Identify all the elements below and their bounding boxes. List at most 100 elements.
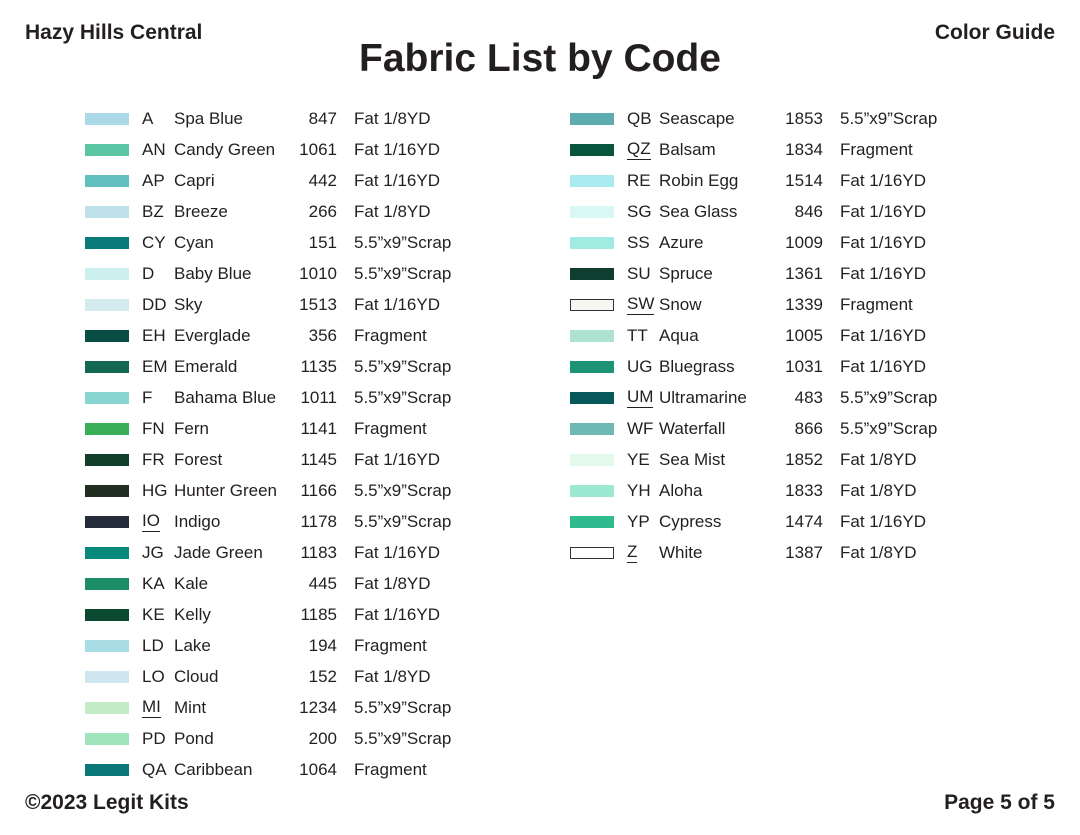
fabric-code: AN xyxy=(142,140,166,159)
fabric-size: 5.5”x9”Scrap xyxy=(354,264,452,283)
guide-label: Color Guide xyxy=(934,21,1055,44)
fabric-name: Seascape xyxy=(659,109,735,128)
fabric-code: EH xyxy=(142,326,166,345)
fabric-name: Jade Green xyxy=(174,543,263,562)
fabric-size: Fat 1/8YD xyxy=(840,450,917,469)
fabric-name: Sea Glass xyxy=(659,202,738,221)
fabric-size: 5.5”x9”Scrap xyxy=(354,233,452,252)
fabric-size: Fat 1/16YD xyxy=(840,512,926,531)
fabric-size: Fat 1/16YD xyxy=(840,171,926,190)
fabric-name: Emerald xyxy=(174,357,238,376)
fabric-name: Sea Mist xyxy=(659,450,726,469)
fabric-code: YE xyxy=(627,450,650,469)
fabric-number: 1061 xyxy=(299,140,337,159)
brand-name: Hazy Hills Central xyxy=(25,21,203,44)
fabric-number: 1339 xyxy=(785,295,823,314)
color-swatch xyxy=(85,237,129,249)
fabric-number: 356 xyxy=(308,326,337,345)
fabric-number: 194 xyxy=(308,636,337,655)
fabric-code: F xyxy=(142,388,153,407)
fabric-code: IO xyxy=(142,511,160,532)
fabric-number: 1853 xyxy=(785,109,823,128)
fabric-code: QA xyxy=(142,760,167,779)
fabric-number: 1009 xyxy=(785,233,823,252)
fabric-size: Fragment xyxy=(354,419,427,438)
fabric-code: YH xyxy=(627,481,651,500)
fabric-name: Bluegrass xyxy=(659,357,735,376)
fabric-name: Kale xyxy=(174,574,209,593)
color-swatch xyxy=(85,144,129,156)
fabric-name: Waterfall xyxy=(659,419,726,438)
fabric-code: PD xyxy=(142,729,166,748)
fabric-size: Fat 1/8YD xyxy=(354,574,431,593)
fabric-name: Fern xyxy=(174,419,209,438)
fabric-number: 483 xyxy=(794,388,823,407)
color-swatch xyxy=(85,113,129,125)
fabric-size: Fragment xyxy=(354,326,427,345)
fabric-code: AP xyxy=(142,171,165,190)
fabric-name: Mint xyxy=(174,698,207,717)
fabric-number: 847 xyxy=(308,109,337,128)
fabric-name: Hunter Green xyxy=(174,481,277,500)
fabric-code: UM xyxy=(627,387,654,408)
fabric-name: Bahama Blue xyxy=(174,388,277,407)
color-swatch xyxy=(570,485,614,497)
color-swatch xyxy=(85,361,129,373)
color-swatch xyxy=(570,206,614,218)
color-swatch xyxy=(85,268,129,280)
fabric-name: Everglade xyxy=(174,326,251,345)
page-title: Fabric List by Code xyxy=(359,37,721,80)
fabric-name: Spa Blue xyxy=(174,109,243,128)
color-swatch xyxy=(85,423,129,435)
fabric-number: 1010 xyxy=(299,264,337,283)
color-swatch xyxy=(570,516,614,528)
fabric-number: 1141 xyxy=(300,419,337,438)
color-swatch xyxy=(570,175,614,187)
fabric-name: Capri xyxy=(174,171,215,190)
fabric-name: Kelly xyxy=(174,605,211,624)
fabric-code: SW xyxy=(627,294,655,315)
fabric-size: Fragment xyxy=(354,760,427,779)
color-swatch xyxy=(570,268,614,280)
color-swatch xyxy=(570,423,614,435)
color-swatch xyxy=(570,547,614,559)
color-swatch xyxy=(85,485,129,497)
color-swatch xyxy=(85,702,129,714)
fabric-number: 152 xyxy=(308,667,337,686)
fabric-name: Cloud xyxy=(174,667,219,686)
fabric-number: 1834 xyxy=(785,140,823,159)
fabric-name: Candy Green xyxy=(174,140,276,159)
fabric-size: 5.5”x9”Scrap xyxy=(840,109,938,128)
fabric-size: Fat 1/16YD xyxy=(354,171,440,190)
fabric-size: Fragment xyxy=(840,295,913,314)
fabric-number: 1031 xyxy=(785,357,823,376)
fabric-code: LD xyxy=(142,636,164,655)
color-swatch xyxy=(85,330,129,342)
fabric-name: Robin Egg xyxy=(659,171,739,190)
fabric-code: HG xyxy=(142,481,168,500)
fabric-size: 5.5”x9”Scrap xyxy=(354,512,452,531)
color-swatch xyxy=(85,206,129,218)
fabric-size: Fat 1/16YD xyxy=(354,295,440,314)
page-number: Page 5 of 5 xyxy=(944,791,1055,814)
fabric-number: 200 xyxy=(308,729,337,748)
fabric-name: Cypress xyxy=(659,512,722,531)
color-swatch xyxy=(570,113,614,125)
fabric-name: Lake xyxy=(174,636,211,655)
fabric-size: Fat 1/8YD xyxy=(354,667,431,686)
fabric-number: 1178 xyxy=(300,512,337,531)
fabric-code: D xyxy=(142,264,155,283)
fabric-size: Fat 1/8YD xyxy=(354,109,431,128)
fabric-name: Azure xyxy=(659,233,704,252)
fabric-number: 1833 xyxy=(785,481,823,500)
fabric-number: 1361 xyxy=(785,264,823,283)
fabric-size: Fat 1/16YD xyxy=(840,326,926,345)
fabric-size: 5.5”x9”Scrap xyxy=(354,729,452,748)
fabric-code: JG xyxy=(142,543,164,562)
fabric-size: Fat 1/16YD xyxy=(840,264,926,283)
color-swatch xyxy=(85,516,129,528)
fabric-size: Fat 1/16YD xyxy=(354,450,440,469)
fabric-code: RE xyxy=(627,171,651,190)
fabric-name: Aqua xyxy=(659,326,699,345)
fabric-size: Fat 1/16YD xyxy=(354,140,440,159)
